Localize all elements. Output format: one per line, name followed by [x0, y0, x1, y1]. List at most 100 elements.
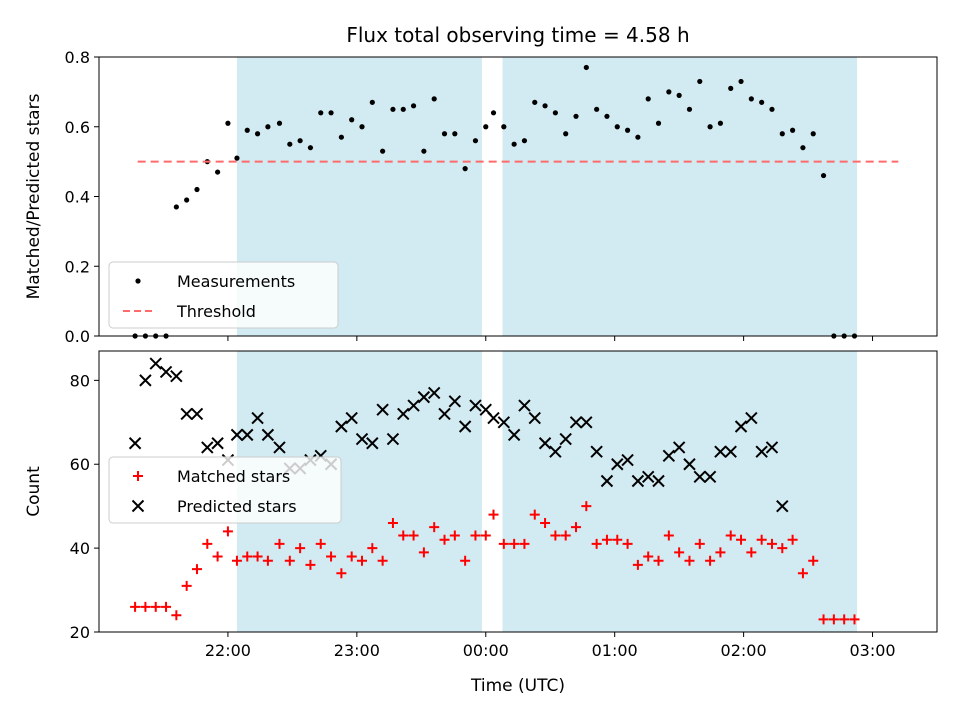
- predicted-star-point: [611, 458, 624, 471]
- predicted-star-point: [580, 416, 593, 429]
- matched-star-point: [540, 517, 551, 528]
- measurement-point: [645, 96, 651, 102]
- matched-star-point: [787, 534, 798, 545]
- measurement-point: [655, 120, 662, 126]
- predicted-star-point: [662, 449, 676, 463]
- predicted-star-point: [211, 437, 224, 450]
- matched-star-point: [529, 509, 540, 520]
- predicted-star-point: [345, 411, 358, 425]
- y-tick-label: 0.2: [65, 257, 90, 276]
- legend-label: Measurements: [177, 272, 295, 291]
- measurement-point: [234, 155, 240, 161]
- matched-star-point: [470, 530, 481, 541]
- matched-star-point: [460, 555, 471, 566]
- y-tick-label: 80: [70, 371, 90, 390]
- matched-star-point: [766, 538, 777, 549]
- predicted-star-point: [469, 399, 482, 412]
- predicted-star-point: [335, 420, 348, 433]
- matched-star-point: [408, 530, 419, 541]
- matched-star-point: [262, 555, 273, 566]
- measurement-point: [441, 131, 448, 137]
- predicted-star-point: [590, 445, 603, 458]
- measurement-point: [490, 110, 497, 116]
- measurement-point: [583, 64, 589, 71]
- measurement-point: [624, 127, 631, 133]
- measurement-point: [779, 131, 785, 137]
- matched-star-point: [612, 534, 623, 545]
- measurement-point: [759, 99, 765, 105]
- matched-star-point: [336, 568, 347, 579]
- matched-star-point: [150, 601, 161, 612]
- predicted-star-point: [170, 369, 183, 383]
- measurement-point: [594, 106, 600, 112]
- measurement-point: [153, 333, 159, 339]
- measurement-point: [820, 172, 827, 179]
- measurement-point: [697, 78, 703, 85]
- measurement-point: [462, 166, 468, 172]
- matched-star-point: [429, 522, 440, 533]
- y-tick-label: 0.8: [65, 48, 90, 67]
- y-tick-label: 20: [70, 623, 90, 642]
- matched-star-point: [140, 601, 151, 612]
- matched-star-point: [725, 530, 736, 541]
- x-tick-label: 02:00: [721, 641, 767, 660]
- matched-star-point: [519, 538, 530, 549]
- x-tick-label: 01:00: [592, 641, 638, 660]
- predicted-star-point: [230, 428, 244, 442]
- y-tick-label: 0.6: [65, 118, 90, 137]
- matched-star-point: [242, 551, 253, 562]
- measurement-point: [614, 124, 620, 130]
- measurement-point: [472, 138, 479, 144]
- predicted-star-point: [672, 441, 686, 454]
- predicted-star-point: [417, 390, 431, 404]
- measurement-point: [563, 131, 569, 137]
- highlight-band: [502, 57, 858, 336]
- chart-title: Flux total observing time = 4.58 h: [346, 23, 689, 47]
- predicted-star-point: [549, 445, 562, 458]
- matched-star-point: [222, 526, 233, 537]
- matched-star-point: [560, 530, 571, 541]
- predicted-star-point: [448, 395, 462, 408]
- matched-star-point: [694, 538, 705, 549]
- highlight-band: [502, 351, 858, 632]
- predicted-star-point: [241, 428, 254, 442]
- x-tick-label: 22:00: [205, 641, 251, 660]
- measurement-point: [483, 124, 489, 130]
- measurement-point: [215, 169, 221, 175]
- predicted-star-point: [745, 411, 758, 425]
- predicted-star-point: [149, 357, 162, 370]
- predicted-star-point: [642, 470, 655, 484]
- matched-star-point: [591, 538, 602, 549]
- measurement-point: [359, 124, 365, 130]
- legend-label: Threshold: [176, 302, 256, 321]
- matched-star-point: [663, 530, 674, 541]
- measurement-point: [184, 197, 190, 203]
- predicted-star-point: [487, 411, 500, 425]
- predicted-star-point: [631, 474, 645, 488]
- matched-star-point: [643, 551, 654, 562]
- matched-star-point: [797, 568, 808, 579]
- measurement-point: [800, 145, 806, 151]
- measurement-point: [552, 110, 558, 116]
- legend-label: Matched stars: [177, 467, 290, 486]
- predicted-star-point: [190, 407, 204, 421]
- y-tick-label: 60: [70, 455, 90, 474]
- matched-star-point: [305, 559, 316, 570]
- legend-label: Predicted stars: [177, 497, 297, 516]
- matched-star-point: [818, 614, 829, 625]
- predicted-star-point: [724, 445, 737, 458]
- x-tick-label: 03:00: [849, 641, 895, 660]
- predicted-star-point: [438, 407, 451, 421]
- measurement-point: [132, 333, 138, 339]
- measurement-point: [173, 204, 179, 210]
- y-tick-label: 0.4: [65, 188, 90, 207]
- predicted-star-point: [507, 428, 521, 442]
- predicted-star-point: [528, 411, 541, 425]
- predicted-star-point: [569, 416, 583, 429]
- predicted-star-point: [734, 420, 748, 433]
- measurement-point: [307, 145, 314, 151]
- measurement-point: [738, 78, 744, 85]
- measurement-point: [244, 127, 250, 133]
- measurement-point: [194, 186, 200, 193]
- measurement-point: [400, 106, 406, 112]
